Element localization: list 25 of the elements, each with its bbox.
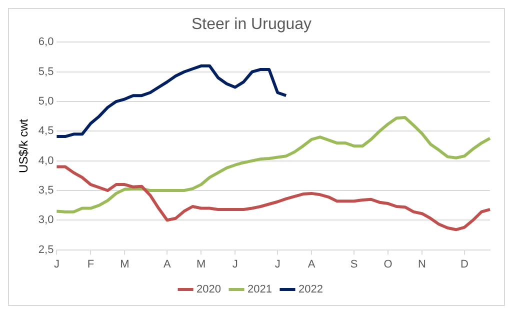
y-tick-label: 2,5 — [38, 244, 54, 256]
x-tick-label: O — [384, 258, 393, 270]
x-tick-label: J — [274, 258, 280, 270]
x-tick-label: S — [350, 258, 358, 270]
x-tick-label: D — [460, 258, 469, 270]
x-tick-label: A — [308, 258, 316, 270]
x-tick-label: F — [87, 258, 94, 270]
y-tick-label: 5,5 — [38, 66, 54, 78]
y-tick-label: 3,0 — [38, 214, 54, 226]
y-tick-label: 3,5 — [38, 184, 54, 197]
y-tick-label: 6,0 — [38, 36, 54, 48]
x-tick-label: J — [232, 258, 238, 270]
x-tick-label: M — [196, 258, 206, 270]
x-tick-label: M — [120, 258, 130, 270]
legend-label: 2022 — [298, 284, 323, 296]
x-tick-label: A — [163, 258, 172, 270]
x-tick-label: N — [418, 258, 426, 270]
legend-label: 2020 — [196, 284, 222, 296]
y-tick-label: 4,0 — [38, 154, 54, 167]
x-tick-label: J — [54, 258, 60, 270]
y-tick-label: 4,5 — [38, 125, 54, 138]
legend-label: 2021 — [248, 284, 272, 296]
chart-title: Steer in Uruguay — [191, 16, 312, 34]
y-tick-label: 5,0 — [38, 96, 54, 108]
y-axis-title: US$/k cwt — [16, 118, 31, 174]
